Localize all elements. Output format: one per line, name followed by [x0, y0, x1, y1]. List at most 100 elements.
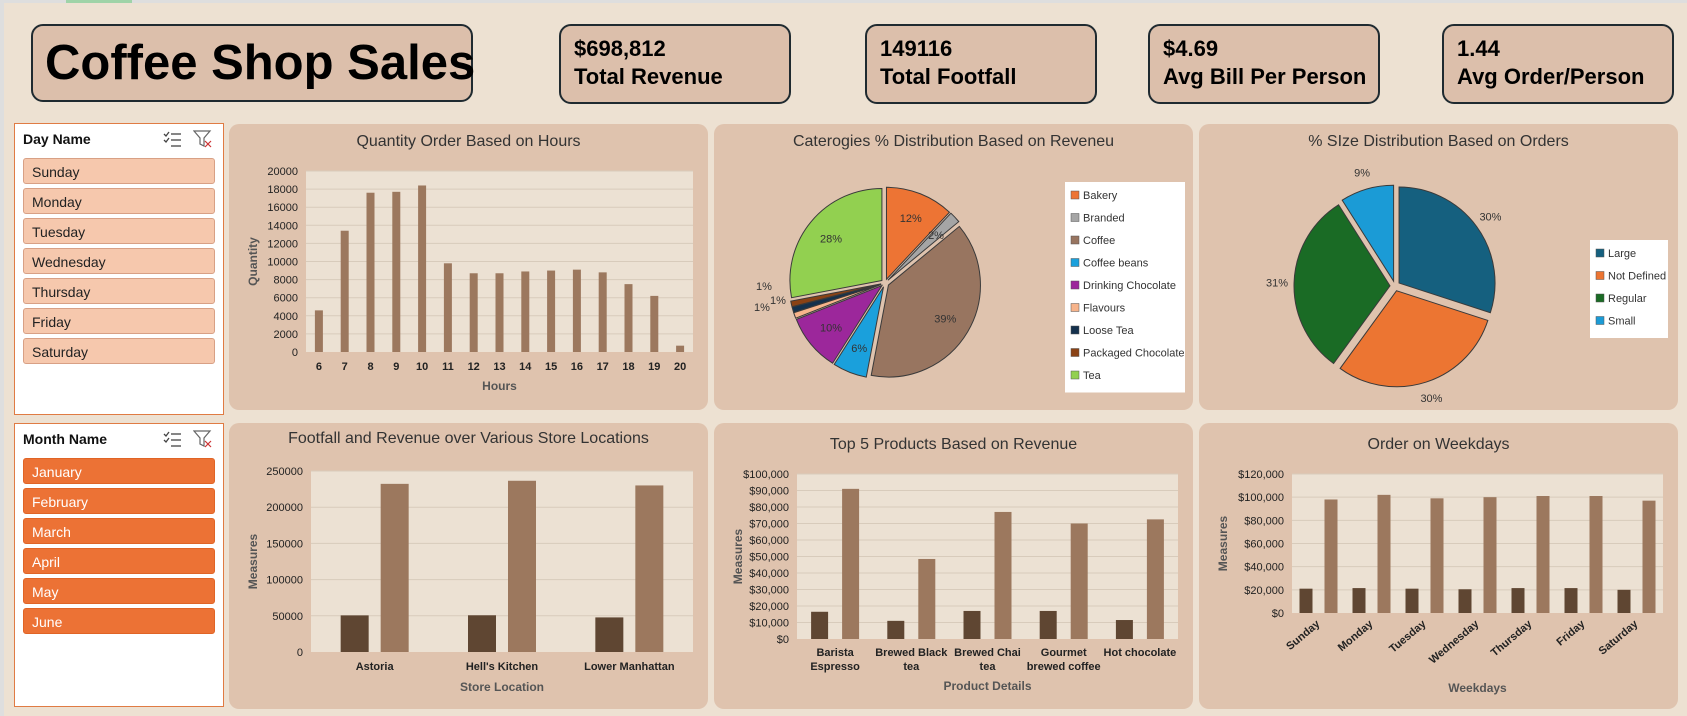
x-tick-label: 19: [648, 361, 660, 373]
bar: [1115, 620, 1133, 639]
x-tick-label: 15: [545, 361, 557, 373]
slice-label: 1%: [756, 281, 772, 293]
bar: [1146, 519, 1164, 639]
bar: [918, 558, 936, 639]
bar: [1564, 588, 1578, 613]
x-axis-title: Weekdays: [1448, 681, 1507, 695]
y-tick-label: 150000: [266, 538, 303, 550]
slicer-title: Day Name: [23, 131, 91, 147]
x-tick-label: Lower Manhattan: [584, 661, 675, 673]
plot-area: [311, 471, 693, 652]
pie-slice: [790, 283, 882, 308]
pie-slice: [1341, 184, 1395, 283]
pie-slice: [833, 286, 885, 378]
y-tick-label: $10,000: [749, 618, 789, 630]
bar: [1536, 496, 1550, 613]
bar: [842, 488, 860, 639]
slice-label: 39%: [934, 314, 956, 326]
slicer-item-wednesday[interactable]: Wednesday: [23, 248, 215, 274]
bar: [1458, 589, 1472, 613]
x-tick-label: Gourmet: [1041, 647, 1087, 659]
slice-label: 30%: [1479, 212, 1501, 224]
bar: [521, 271, 530, 352]
slicer-item-april[interactable]: April: [23, 548, 215, 574]
x-axis-title: Product Details: [943, 679, 1031, 693]
x-tick-label: Espresso: [810, 661, 860, 673]
pie-slice: [1398, 186, 1496, 314]
x-tick-label: 16: [571, 361, 583, 373]
legend-swatch: [1595, 271, 1605, 280]
y-tick-label: $30,000: [749, 585, 789, 597]
legend-label: Tea: [1083, 370, 1102, 382]
panel-products-chart: Top 5 Products Based on Revenue $0 $10,000…: [714, 423, 1193, 709]
slicer-month-name[interactable]: Month Name January February March April …: [14, 423, 224, 707]
clear-filter-icon[interactable]: [193, 130, 213, 148]
legend-swatch: [1070, 190, 1080, 200]
locations-bar-chart: Footfall and Revenue over Various Store …: [246, 430, 693, 694]
y-axis-title: Measures: [246, 533, 260, 589]
y-tick-label: $20,000: [749, 601, 789, 613]
legend-swatch: [1070, 303, 1080, 312]
bar: [650, 295, 659, 352]
clear-filter-icon[interactable]: [193, 430, 213, 448]
slicer-day-name[interactable]: Day Name Sunday Monday Tuesday Wednesday…: [14, 123, 224, 415]
slicer-item-march[interactable]: March: [23, 518, 215, 544]
y-tick-label: $0: [1272, 608, 1284, 620]
x-tick-label: Brewed Chai: [954, 647, 1021, 659]
legend-swatch: [1595, 248, 1605, 258]
slice-label: 1%: [754, 302, 770, 314]
y-tick-label: $120,000: [1238, 469, 1284, 481]
slicer-item-saturday[interactable]: Saturday: [23, 338, 215, 364]
x-tick-label: 9: [393, 361, 399, 373]
sheet-top-edge: [0, 0, 1687, 3]
bar: [469, 273, 478, 352]
y-axis-title: Quantity: [246, 237, 260, 286]
slicer-item-june[interactable]: June: [23, 608, 215, 634]
x-tick-label: 13: [493, 361, 505, 373]
x-axis-title: Hours: [482, 379, 517, 393]
x-tick-label: Hot chocolate: [1104, 647, 1177, 659]
multi-select-icon[interactable]: [163, 130, 183, 148]
legend-swatch: [1070, 235, 1080, 245]
pie-slice: [887, 212, 960, 281]
legend-swatch: [1070, 213, 1080, 222]
pie-slice: [789, 187, 883, 299]
weekdays-bar-chart: Order on Weekdays $0 $20,000 $40,000 $60,000…: [1216, 436, 1663, 695]
multi-select-icon[interactable]: [163, 430, 183, 448]
bar: [635, 485, 664, 652]
slicer-item-may[interactable]: May: [23, 578, 215, 604]
slicer-item-sunday[interactable]: Sunday: [23, 158, 215, 184]
bar: [314, 310, 323, 352]
bar: [366, 192, 375, 352]
x-tick-label: 7: [342, 361, 348, 373]
y-tick-label: 8000: [274, 275, 298, 287]
panel-categories-chart: Caterogies % Distribution Based on Reven…: [714, 124, 1193, 410]
slicer-item-february[interactable]: February: [23, 488, 215, 514]
slicer-item-thursday[interactable]: Thursday: [23, 278, 215, 304]
bar: [340, 230, 349, 352]
selected-column-indicator: [66, 0, 132, 3]
panel-hours-chart: Quantity Order Based on Hours 0 2000 4000 60…: [229, 124, 708, 410]
slicer-item-monday[interactable]: Monday: [23, 188, 215, 214]
bar: [624, 284, 633, 352]
bar: [1377, 494, 1391, 613]
bar: [1352, 588, 1366, 613]
slicer-item-tuesday[interactable]: Tuesday: [23, 218, 215, 244]
pie-slice: [1293, 204, 1391, 365]
bar: [811, 611, 829, 639]
slicer-item-friday[interactable]: Friday: [23, 308, 215, 334]
slicer-item-january[interactable]: January: [23, 458, 215, 484]
legend-swatch: [1070, 325, 1080, 335]
bar: [1299, 588, 1313, 613]
slicer-title: Month Name: [23, 431, 107, 447]
y-tick-label: 18000: [267, 184, 298, 196]
kpi-value: $698,812: [574, 36, 666, 61]
y-tick-label: 50000: [272, 611, 303, 623]
x-tick-label: 20: [674, 361, 686, 373]
bar: [1324, 499, 1338, 613]
bar: [595, 617, 624, 652]
sheet-left-edge: [0, 0, 4, 716]
y-tick-label: 10000: [267, 257, 298, 269]
kpi-value: 149116: [880, 36, 953, 61]
bar: [468, 615, 496, 652]
